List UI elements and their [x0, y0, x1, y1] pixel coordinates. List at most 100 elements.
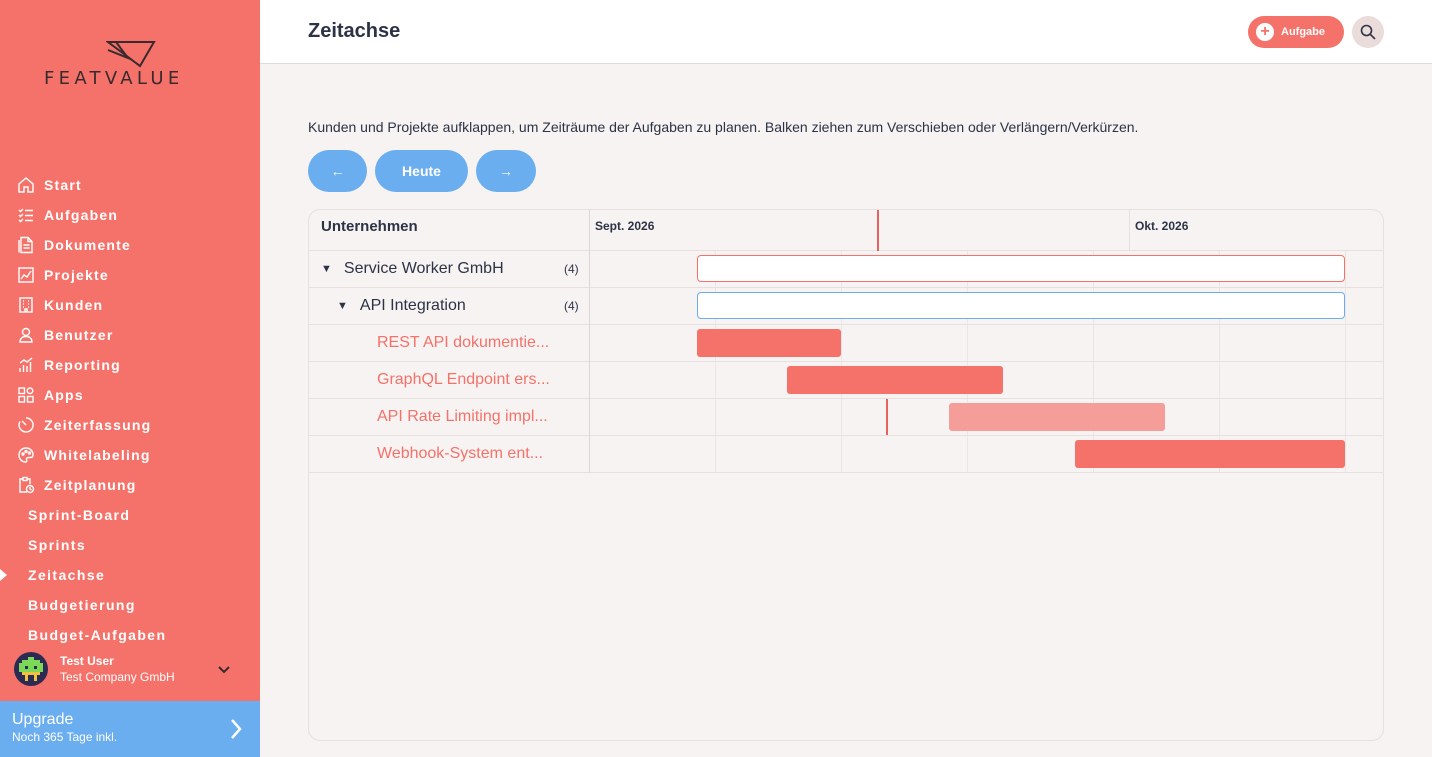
month-label-september: Sept. 2026: [595, 219, 655, 233]
month-label-oktober: Okt. 2026: [1135, 219, 1189, 233]
grid-line: [841, 251, 842, 473]
sidebar-item-dokumente[interactable]: Dokumente: [0, 230, 260, 260]
sidebar-subitem-sprint-board[interactable]: Sprint-Board: [28, 507, 131, 523]
sidebar-item-label: Zeiterfassung: [44, 417, 152, 433]
search-icon: [1360, 24, 1376, 40]
prev-button[interactable]: ←: [308, 150, 367, 192]
apps-icon: [16, 385, 36, 405]
grid-line: [1093, 251, 1094, 473]
gantt-header: Unternehmen Sept. 2026 Okt. 2026: [309, 210, 1383, 251]
sidebar-item-label: Start: [44, 177, 82, 193]
month-separator: [1129, 210, 1130, 251]
task-count: (4): [564, 262, 579, 276]
row-label[interactable]: ▼ Service Worker GmbH: [321, 251, 504, 287]
gantt-row-project[interactable]: ▼ API Integration (4): [309, 288, 1383, 325]
sidebar-item-aufgaben[interactable]: Aufgaben: [0, 200, 260, 230]
clipboard-clock-icon: [16, 475, 36, 495]
gantt-row-task[interactable]: GraphQL Endpoint ers...: [309, 362, 1383, 399]
user-name: Test User: [60, 654, 114, 668]
sidebar-item-whitelabeling[interactable]: Whitelabeling: [0, 440, 260, 470]
add-task-button[interactable]: + Aufgabe: [1248, 16, 1344, 48]
logo-text: FEATVALUE: [44, 68, 184, 89]
sidebar-item-zeiterfassung[interactable]: Zeiterfassung: [0, 410, 260, 440]
avatar: [14, 652, 48, 686]
home-icon: [16, 175, 36, 195]
sidebar-item-apps[interactable]: Apps: [0, 380, 260, 410]
checklist-icon: [16, 205, 36, 225]
grid-line: [715, 251, 716, 473]
sidebar-subitem-zeitachse[interactable]: Zeitachse: [0, 560, 260, 590]
collapse-triangle-icon[interactable]: ▼: [321, 263, 332, 275]
task-bar[interactable]: [697, 329, 841, 357]
grid-line: [1219, 251, 1220, 473]
sidebar-item-label: Zeitplanung: [44, 477, 137, 493]
page-title: Zeitachse: [308, 20, 401, 42]
row-label[interactable]: ▼ API Integration: [337, 288, 466, 324]
today-button[interactable]: Heute: [375, 150, 468, 192]
sidebar-item-label: Aufgaben: [44, 207, 119, 223]
add-task-label: Aufgabe: [1281, 26, 1325, 38]
palette-icon: [16, 445, 36, 465]
sidebar-item-label: Apps: [44, 387, 84, 403]
gantt-row-task[interactable]: Webhook-System ent...: [309, 436, 1383, 473]
task-name[interactable]: API Rate Limiting impl...: [377, 408, 548, 425]
top-bar: Zeitachse + Aufgabe: [260, 0, 1432, 64]
sidebar-item-label: Benutzer: [44, 327, 114, 343]
gantt-row-company[interactable]: ▼ Service Worker GmbH (4): [309, 251, 1383, 288]
task-bar[interactable]: [1075, 440, 1345, 468]
document-icon: [16, 235, 36, 255]
today-marker: [886, 399, 888, 435]
timer-icon: [16, 415, 36, 435]
sidebar-nav: Start Aufgaben Dokumente Projekte Kunden…: [0, 170, 260, 650]
user-menu[interactable]: Test User Test Company GmbH: [14, 650, 244, 688]
company-name: Service Worker GmbH: [343, 260, 504, 277]
sidebar-subitem-budgetierung[interactable]: Budgetierung: [28, 597, 136, 613]
sidebar-item-label: Dokumente: [44, 237, 132, 253]
task-bar[interactable]: [787, 366, 1003, 394]
sidebar-item-projekte[interactable]: Projekte: [0, 260, 260, 290]
project-timeline-bar[interactable]: [697, 292, 1345, 319]
reporting-icon: [16, 355, 36, 375]
column-header-unternehmen: Unternehmen: [321, 218, 418, 235]
sidebar-item-start[interactable]: Start: [0, 170, 260, 200]
task-bar[interactable]: [949, 403, 1165, 431]
upgrade-subtitle: Noch 365 Tage inkl.: [12, 730, 118, 744]
building-icon: [16, 295, 36, 315]
sidebar-subitem-sprints[interactable]: Sprints: [28, 537, 87, 553]
chevron-right-icon: [231, 719, 242, 739]
grid-line: [967, 251, 968, 473]
user-icon: [16, 325, 36, 345]
upgrade-banner[interactable]: Upgrade Noch 365 Tage inkl.: [0, 701, 260, 757]
company-timeline-bar[interactable]: [697, 255, 1345, 282]
sidebar-subitem-budget-aufgaben[interactable]: Budget-Aufgaben: [28, 627, 167, 643]
sidebar-item-label: Whitelabeling: [44, 447, 151, 463]
gantt-row-task[interactable]: REST API dokumentie...: [309, 325, 1383, 362]
logo[interactable]: FEATVALUE: [44, 40, 220, 92]
column-divider[interactable]: [589, 210, 590, 473]
upgrade-title: Upgrade: [12, 711, 74, 728]
task-name[interactable]: GraphQL Endpoint ers...: [377, 371, 550, 388]
task-name[interactable]: Webhook-System ent...: [377, 445, 543, 462]
sidebar-item-kunden[interactable]: Kunden: [0, 290, 260, 320]
next-button[interactable]: →: [476, 150, 536, 192]
sidebar-item-label: Projekte: [44, 267, 109, 283]
intro-text: Kunden und Projekte aufklappen, um Zeitr…: [308, 119, 1139, 135]
search-button[interactable]: [1352, 16, 1384, 48]
user-info: Test User Test Company GmbH: [60, 653, 216, 685]
sidebar-item-benutzer[interactable]: Benutzer: [0, 320, 260, 350]
chevron-down-icon[interactable]: [216, 661, 232, 677]
gantt-row-task[interactable]: API Rate Limiting impl...: [309, 399, 1383, 436]
gantt-chart: Unternehmen Sept. 2026 Okt. 2026 ▼ Servi…: [308, 209, 1384, 741]
sidebar: FEATVALUE Start Aufgaben Dokumente Proje…: [0, 0, 260, 757]
sidebar-item-label: Kunden: [44, 297, 104, 313]
chart-icon: [16, 265, 36, 285]
user-company: Test Company GmbH: [60, 670, 175, 684]
task-name[interactable]: REST API dokumentie...: [377, 334, 550, 351]
grid-line: [1345, 251, 1346, 473]
logo-mark-icon: [106, 41, 156, 68]
collapse-triangle-icon[interactable]: ▼: [337, 300, 348, 312]
plus-icon: +: [1256, 23, 1274, 41]
task-count: (4): [564, 299, 579, 313]
sidebar-item-reporting[interactable]: Reporting: [0, 350, 260, 380]
sidebar-item-zeitplanung[interactable]: Zeitplanung: [0, 470, 260, 500]
